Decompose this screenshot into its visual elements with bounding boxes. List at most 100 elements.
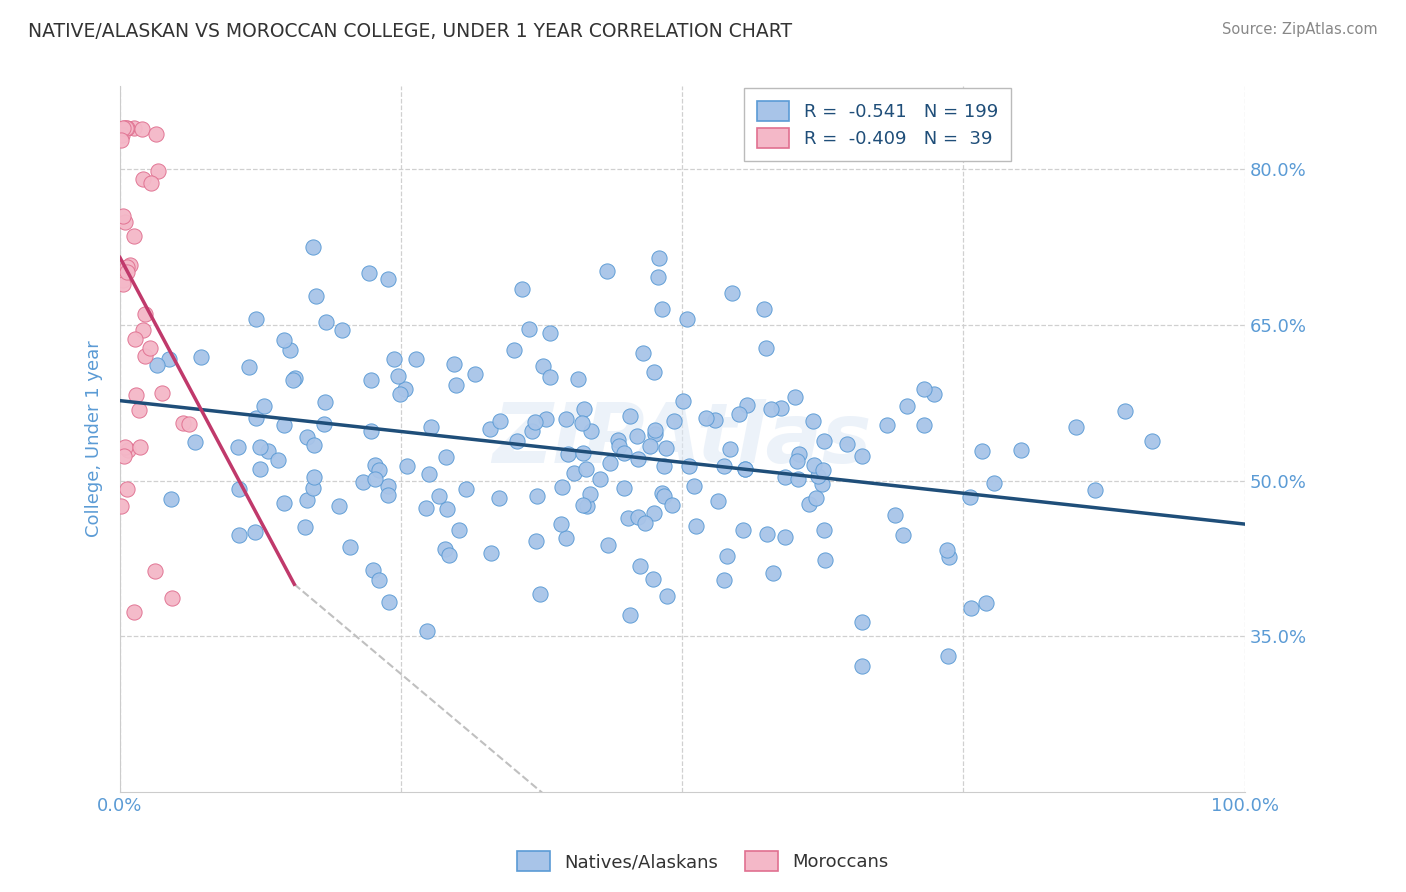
Point — [707, 494, 730, 508]
Point — [627, 509, 650, 524]
Point — [613, 481, 636, 495]
Point — [159, 491, 181, 506]
Point — [361, 563, 384, 577]
Point — [454, 482, 477, 496]
Point — [284, 370, 307, 384]
Point — [436, 502, 458, 516]
Point — [626, 429, 648, 443]
Point — [682, 479, 704, 493]
Point — [394, 383, 416, 397]
Point — [534, 412, 557, 426]
Point — [297, 493, 319, 508]
Point — [434, 541, 457, 556]
Point — [314, 395, 336, 409]
Point — [567, 371, 589, 385]
Point — [959, 490, 981, 504]
Point — [716, 549, 738, 563]
Point — [851, 658, 873, 673]
Point — [367, 573, 389, 587]
Point — [283, 373, 305, 387]
Point — [377, 272, 399, 286]
Point — [734, 462, 756, 476]
Point — [634, 516, 657, 531]
Point — [278, 343, 301, 358]
Point — [643, 365, 665, 379]
Point — [111, 128, 134, 142]
Point — [786, 454, 808, 468]
Point — [387, 369, 409, 384]
Point — [619, 409, 641, 424]
Point — [256, 443, 278, 458]
Point — [579, 424, 602, 438]
Point — [613, 446, 636, 460]
Point — [117, 260, 139, 274]
Point — [523, 415, 546, 429]
Point — [1084, 483, 1107, 497]
Point — [131, 323, 153, 337]
Point — [572, 498, 595, 512]
Text: ZIPAtlas: ZIPAtlas — [492, 399, 872, 480]
Text: NATIVE/ALASKAN VS MOROCCAN COLLEGE, UNDER 1 YEAR CORRELATION CHART: NATIVE/ALASKAN VS MOROCCAN COLLEGE, UNDE… — [28, 22, 792, 41]
Point — [122, 605, 145, 619]
Point — [704, 413, 727, 427]
Point — [1064, 419, 1087, 434]
Point — [654, 489, 676, 503]
Point — [449, 524, 471, 538]
Point — [489, 414, 512, 428]
Point — [172, 417, 194, 431]
Point — [733, 523, 755, 537]
Point — [811, 476, 834, 491]
Point — [607, 433, 630, 447]
Point — [139, 341, 162, 355]
Y-axis label: College, Under 1 year: College, Under 1 year — [86, 341, 103, 537]
Point — [935, 543, 957, 558]
Point — [762, 566, 785, 581]
Point — [302, 470, 325, 484]
Point — [718, 442, 741, 456]
Point — [150, 385, 173, 400]
Point — [488, 491, 510, 505]
Point — [328, 499, 350, 513]
Point — [643, 506, 665, 520]
Point — [756, 526, 779, 541]
Point — [813, 434, 835, 449]
Point — [576, 499, 599, 513]
Point — [128, 402, 150, 417]
Point — [427, 489, 450, 503]
Point — [835, 437, 858, 451]
Point — [273, 496, 295, 510]
Point — [554, 531, 576, 545]
Point — [112, 120, 135, 135]
Point — [228, 482, 250, 496]
Point — [959, 600, 981, 615]
Point — [125, 388, 148, 402]
Point — [524, 533, 547, 548]
Point — [415, 501, 437, 516]
Point — [803, 414, 825, 428]
Point — [146, 358, 169, 372]
Point — [124, 333, 146, 347]
Point — [190, 350, 212, 364]
Point — [685, 519, 707, 533]
Point — [638, 439, 661, 453]
Point — [562, 467, 585, 481]
Point — [672, 394, 695, 409]
Point — [110, 499, 132, 513]
Point — [572, 401, 595, 416]
Point — [551, 480, 574, 494]
Point — [579, 487, 602, 501]
Point — [249, 440, 271, 454]
Point — [813, 523, 835, 537]
Point — [596, 538, 619, 552]
Point — [773, 470, 796, 484]
Point — [139, 176, 162, 190]
Point — [228, 440, 250, 454]
Point — [131, 121, 153, 136]
Point — [721, 285, 744, 300]
Point — [883, 508, 905, 522]
Point — [876, 418, 898, 433]
Legend: Natives/Alaskans, Moroccans: Natives/Alaskans, Moroccans — [510, 844, 896, 879]
Point — [249, 462, 271, 476]
Point — [479, 422, 502, 436]
Point — [520, 424, 543, 438]
